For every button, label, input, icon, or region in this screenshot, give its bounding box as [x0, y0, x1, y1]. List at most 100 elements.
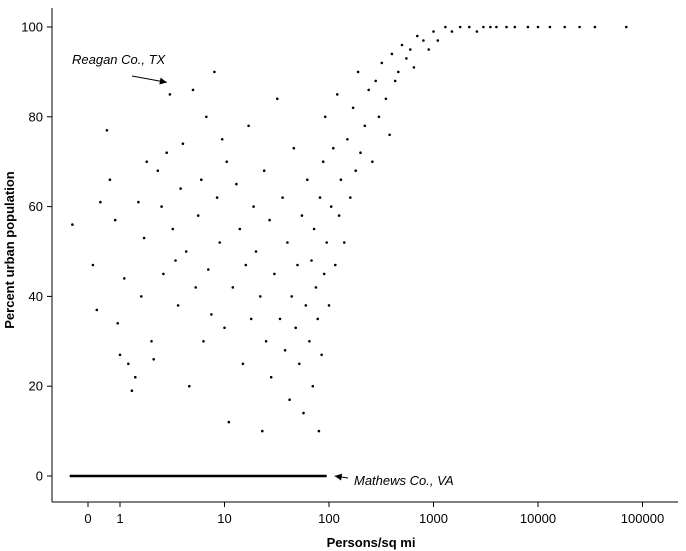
- data-point: [241, 362, 245, 366]
- y-tick-label: 80: [29, 109, 43, 124]
- data-point: [427, 48, 431, 51]
- data-point: [215, 196, 219, 199]
- data-point: [238, 227, 242, 231]
- data-point: [152, 358, 155, 361]
- data-point: [227, 420, 231, 424]
- y-tick-label: 20: [29, 379, 43, 394]
- data-point: [416, 34, 419, 38]
- data-point: [188, 384, 191, 388]
- y-tick-label: 100: [21, 20, 43, 35]
- x-tick-label: 1: [116, 511, 123, 526]
- data-point: [336, 93, 339, 96]
- data-point: [210, 313, 213, 316]
- annotation-label: Mathews Co., VA: [354, 473, 454, 488]
- data-point: [578, 25, 581, 29]
- data-point: [367, 88, 371, 92]
- data-point: [334, 263, 337, 267]
- data-point: [380, 61, 384, 65]
- data-point: [304, 304, 308, 307]
- data-point: [194, 286, 197, 289]
- data-point: [273, 272, 276, 276]
- data-point: [288, 398, 291, 402]
- data-point: [397, 70, 400, 74]
- data-point: [181, 142, 185, 145]
- data-point: [310, 259, 313, 262]
- data-point: [244, 263, 248, 267]
- data-point: [165, 151, 168, 154]
- data-point: [176, 304, 180, 307]
- data-point: [264, 340, 268, 343]
- data-point: [162, 272, 165, 276]
- annotation-label: Reagan Co., TX: [72, 52, 167, 67]
- data-point: [294, 326, 298, 330]
- data-point: [278, 317, 282, 321]
- data-point: [268, 218, 271, 222]
- data-point: [327, 304, 331, 307]
- data-point: [202, 340, 205, 343]
- data-point: [249, 317, 253, 321]
- data-point: [409, 48, 412, 51]
- data-point: [127, 362, 130, 366]
- data-point: [235, 182, 238, 186]
- data-point: [290, 295, 294, 298]
- data-point: [308, 340, 311, 343]
- data-point: [548, 25, 552, 29]
- data-point: [191, 88, 195, 92]
- data-point: [262, 169, 266, 172]
- data-point: [311, 384, 315, 388]
- data-point: [393, 79, 397, 83]
- y-tick-label: 60: [29, 199, 43, 214]
- data-point: [247, 124, 250, 128]
- data-point: [116, 322, 119, 325]
- data-point: [140, 295, 143, 298]
- y-tick-label: 0: [36, 469, 43, 484]
- data-point: [171, 227, 175, 231]
- data-point: [156, 169, 160, 172]
- data-point: [513, 25, 517, 29]
- data-point: [349, 196, 352, 199]
- data-point: [99, 200, 102, 204]
- data-point: [505, 25, 508, 29]
- data-point: [332, 146, 335, 150]
- data-point: [91, 263, 95, 267]
- data-point: [298, 362, 301, 366]
- data-point: [160, 205, 163, 208]
- x-tick-label: 0: [84, 511, 91, 526]
- data-point: [314, 286, 318, 289]
- data-point: [405, 57, 408, 60]
- data-point: [220, 138, 224, 141]
- data-point: [475, 30, 479, 33]
- plot-frame: [51, 8, 678, 503]
- data-point: [225, 160, 228, 163]
- x-tick-label: 100: [318, 511, 340, 526]
- data-point: [296, 263, 299, 267]
- data-point: [450, 30, 454, 33]
- data-point: [259, 295, 262, 298]
- data-point: [388, 133, 391, 137]
- data-point: [346, 138, 349, 141]
- data-point: [436, 39, 440, 42]
- data-point: [130, 389, 134, 393]
- data-point: [105, 129, 109, 132]
- data-point: [377, 115, 381, 119]
- data-point: [276, 97, 279, 101]
- data-point: [300, 214, 304, 217]
- data-point: [339, 178, 343, 181]
- data-point: [468, 25, 471, 29]
- data-point: [390, 52, 394, 56]
- data-point: [95, 308, 99, 312]
- data-point: [269, 375, 273, 379]
- data-point: [137, 200, 140, 204]
- data-point: [563, 25, 566, 29]
- x-tick-label: 10000: [520, 511, 556, 526]
- data-point: [174, 259, 177, 262]
- x-tick-label: 100000: [621, 511, 664, 526]
- x-axis-title: Persons/sq mi: [327, 535, 416, 550]
- data-point: [593, 25, 597, 29]
- data-point: [118, 353, 122, 357]
- data-point: [184, 250, 188, 253]
- data-point: [218, 241, 221, 244]
- x-tick-label: 10: [217, 511, 231, 526]
